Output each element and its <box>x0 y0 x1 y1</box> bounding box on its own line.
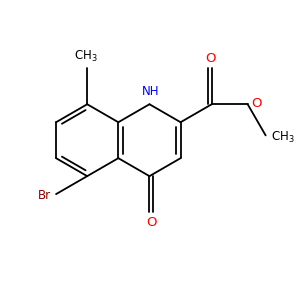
Text: O: O <box>251 97 261 110</box>
Text: O: O <box>205 52 215 65</box>
Text: CH$_3$: CH$_3$ <box>74 49 98 64</box>
Text: CH$_3$: CH$_3$ <box>271 130 294 145</box>
Text: NH: NH <box>142 85 160 98</box>
Text: O: O <box>146 216 156 229</box>
Text: Br: Br <box>38 189 51 202</box>
